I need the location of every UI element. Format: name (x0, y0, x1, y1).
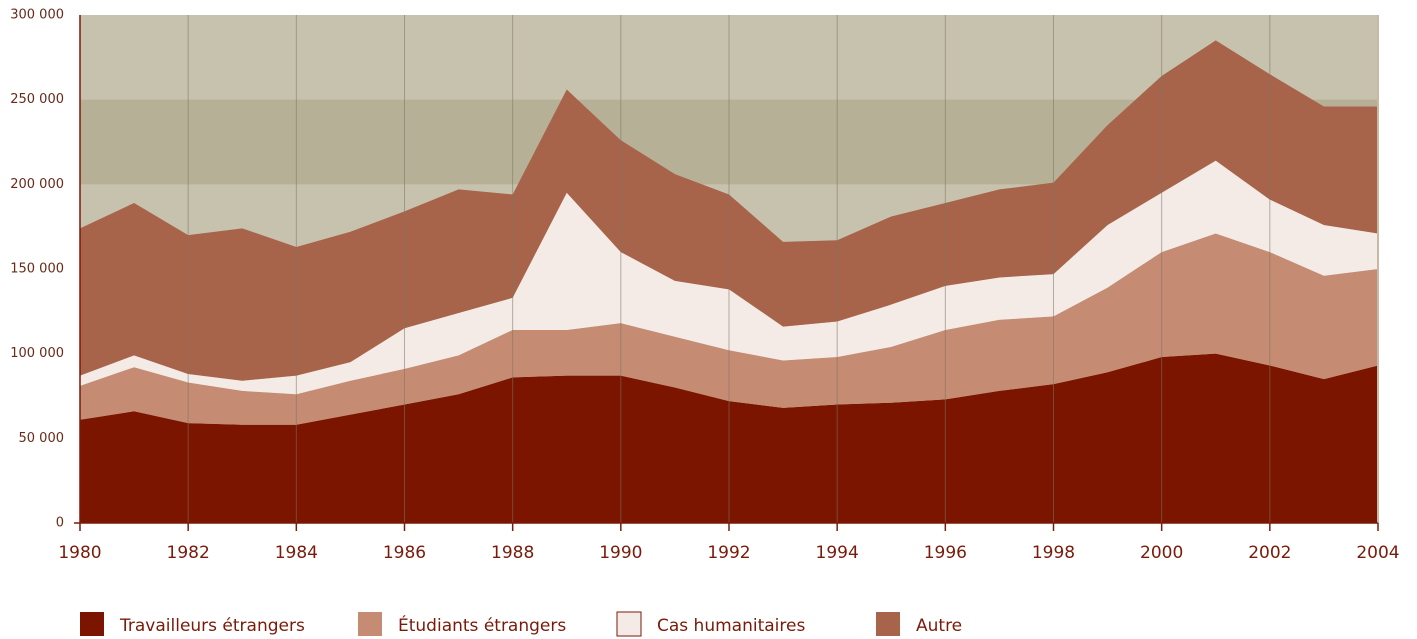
x-tick-label: 1998 (1032, 543, 1075, 563)
x-tick-label: 2002 (1248, 543, 1291, 563)
y-tick-label: 100 000 (10, 346, 64, 361)
legend-swatch (616, 611, 642, 637)
legend-label: Cas humanitaires (657, 616, 805, 636)
x-tick-label: 1982 (167, 543, 210, 563)
y-tick-label: 300 000 (10, 8, 64, 23)
x-tick-label: 2004 (1356, 543, 1399, 563)
x-tick-label: 1994 (816, 543, 859, 563)
x-tick-label: 1996 (924, 543, 967, 563)
y-tick-label: 250 000 (10, 92, 64, 107)
x-tick-label: 1980 (58, 543, 101, 563)
legend-swatch (876, 612, 900, 636)
legend-label: Autre (916, 616, 962, 636)
legend-swatch (80, 612, 104, 636)
legend-label: Étudiants étrangers (398, 614, 566, 636)
legend-label: Travailleurs étrangers (119, 616, 305, 636)
y-tick-label: 150 000 (10, 262, 64, 277)
x-tick-label: 1986 (383, 543, 426, 563)
x-tick-label: 1984 (275, 543, 318, 563)
x-tick-label: 1988 (491, 543, 534, 563)
legend-swatch (358, 612, 382, 636)
x-tick-label: 1990 (599, 543, 642, 563)
y-tick-label: 0 (56, 516, 64, 531)
y-tick-label: 50 000 (19, 431, 65, 446)
x-tick-label: 2000 (1140, 543, 1183, 563)
x-tick-label: 1992 (707, 543, 750, 563)
y-tick-label: 200 000 (10, 177, 64, 192)
